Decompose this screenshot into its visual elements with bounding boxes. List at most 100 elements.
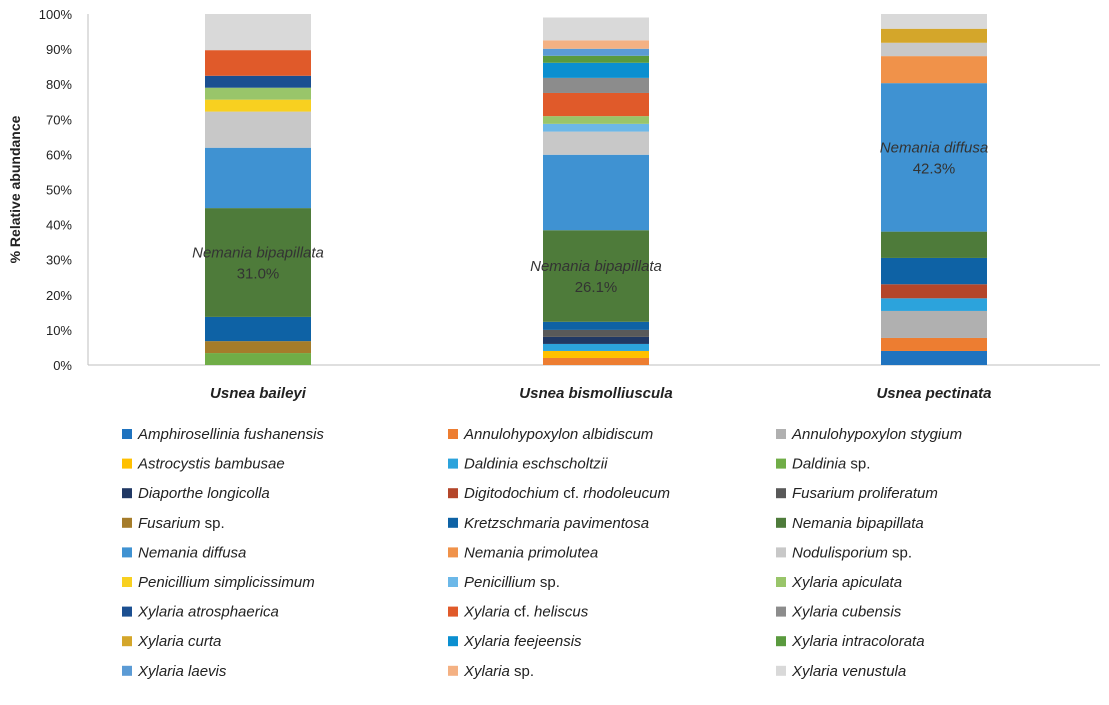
bar-segment xyxy=(205,14,311,51)
bar-segment xyxy=(543,62,649,78)
bar-segment xyxy=(881,284,987,299)
legend-swatch xyxy=(776,547,786,558)
bar-segment xyxy=(881,257,987,285)
bar-segment xyxy=(881,14,987,29)
legend-entry: Amphirosellinia fushanensis xyxy=(137,426,324,443)
bar-segment xyxy=(205,111,311,148)
legend-entry: Penicillium sp. xyxy=(464,574,560,591)
bar-segment xyxy=(881,42,987,57)
legend-entry: Daldinia eschscholtzii xyxy=(464,456,608,473)
bar-segment xyxy=(881,56,987,84)
bar-segment xyxy=(543,92,649,117)
x-category-label: Usnea baileyi xyxy=(210,385,307,402)
annotation-value: 31.0% xyxy=(237,266,280,283)
y-tick-label: 20% xyxy=(46,288,72,303)
legend-swatch xyxy=(122,636,132,647)
legend-swatch xyxy=(122,458,132,469)
legend-swatch xyxy=(122,517,132,528)
legend-swatch xyxy=(776,636,786,647)
bar-segment xyxy=(543,40,649,49)
legend-entry: Nodulisporium sp. xyxy=(792,544,912,561)
bar-segment xyxy=(881,350,987,365)
legend-swatch xyxy=(448,517,458,528)
legend-swatch xyxy=(122,665,132,676)
y-tick-label: 100% xyxy=(39,7,73,22)
y-tick-label: 90% xyxy=(46,42,72,57)
legend-entry: Diaporthe longicolla xyxy=(138,485,270,502)
legend-entry: Xylaria cubensis xyxy=(791,604,902,621)
legend-swatch xyxy=(448,606,458,617)
y-tick-label: 50% xyxy=(46,183,72,198)
legend-swatch xyxy=(448,458,458,469)
legend-swatch xyxy=(122,488,132,499)
bar-segment xyxy=(543,17,649,41)
legend-entry: Daldinia sp. xyxy=(792,456,870,473)
legend-entry: Xylaria apiculata xyxy=(791,574,902,591)
annotation-taxon: Nemania diffusa xyxy=(880,139,988,156)
y-tick-label: 10% xyxy=(46,323,72,338)
bar-segment xyxy=(543,350,649,358)
bar-segment xyxy=(881,28,987,43)
y-tick-label: 60% xyxy=(46,147,72,162)
bar-segment xyxy=(543,343,649,351)
legend-swatch xyxy=(122,547,132,558)
legend-entry: Nemania diffusa xyxy=(138,544,246,561)
legend-entry: Annulohypoxylon stygium xyxy=(791,426,962,443)
legend-swatch xyxy=(776,488,786,499)
bar-segment xyxy=(205,75,311,88)
bar-segment xyxy=(205,316,311,342)
bar-segment xyxy=(205,353,311,365)
legend-entry: Astrocystis bambusae xyxy=(137,456,285,473)
bar-segment xyxy=(881,298,987,311)
legend-entry: Penicillium simplicissimum xyxy=(138,574,315,591)
legend-swatch xyxy=(122,429,132,439)
annotation-value: 26.1% xyxy=(575,279,618,296)
bar-segment xyxy=(543,55,649,63)
legend-entry: Fusarium sp. xyxy=(138,515,225,532)
legend-entry: Xylaria cf. heliscus xyxy=(463,604,589,621)
bar-segment xyxy=(543,77,649,93)
bar-segment xyxy=(205,99,311,112)
legend-swatch xyxy=(448,577,458,587)
bar-segment xyxy=(543,154,649,231)
bar-segment xyxy=(881,310,987,338)
legend-swatch xyxy=(448,488,458,499)
legend-entry: Xylaria laevis xyxy=(137,663,227,680)
bar-segment xyxy=(205,87,311,100)
legend-swatch xyxy=(776,577,786,587)
legend-swatch xyxy=(448,429,458,439)
legend-entry: Xylaria feejeensis xyxy=(463,633,582,650)
bar-annotations: Nemania bipapillata 31.0% Nemania bipapill… xyxy=(192,139,988,296)
legend: Amphirosellinia fushanensis Annulohypoxyl… xyxy=(122,426,962,680)
legend-entry: Nemania primolutea xyxy=(464,544,598,561)
x-category-label: Usnea pectinata xyxy=(876,385,991,402)
bars xyxy=(205,14,987,365)
annotation-taxon: Nemania bipapillata xyxy=(192,245,324,262)
legend-entry: Xylaria curta xyxy=(137,633,221,650)
y-tick-label: 30% xyxy=(46,253,72,268)
bar-segment xyxy=(881,337,987,351)
bar-segment xyxy=(543,48,649,56)
bar-segment xyxy=(881,231,987,258)
legend-swatch xyxy=(448,665,458,676)
legend-entry: Xylaria venustula xyxy=(791,663,906,680)
y-tick-label: 0% xyxy=(53,358,72,373)
bar-segment xyxy=(543,131,649,155)
legend-swatch xyxy=(776,665,786,676)
annotation-value: 42.3% xyxy=(913,160,956,177)
y-tick-label: 70% xyxy=(46,112,72,127)
legend-swatch xyxy=(122,577,132,587)
bar-segment xyxy=(205,341,311,354)
legend-entry: Xylaria intracolorata xyxy=(791,633,925,650)
legend-entry: Digitodochium cf. rhodoleucum xyxy=(464,485,670,502)
legend-swatch xyxy=(448,636,458,647)
x-category-label: Usnea bismolliuscula xyxy=(519,385,672,402)
bar-segment xyxy=(205,50,311,76)
bar-segment xyxy=(543,123,649,132)
y-axis-label: % Relative abundance xyxy=(7,115,23,263)
legend-swatch xyxy=(776,458,786,469)
y-axis-title: % Relative abundance xyxy=(7,115,23,263)
y-axis-ticks: 0% 10% 20% 30% 40% 50% 60% 70% 80% 90% 100% xyxy=(39,7,73,373)
annotation-taxon: Nemania bipapillata xyxy=(530,258,662,275)
